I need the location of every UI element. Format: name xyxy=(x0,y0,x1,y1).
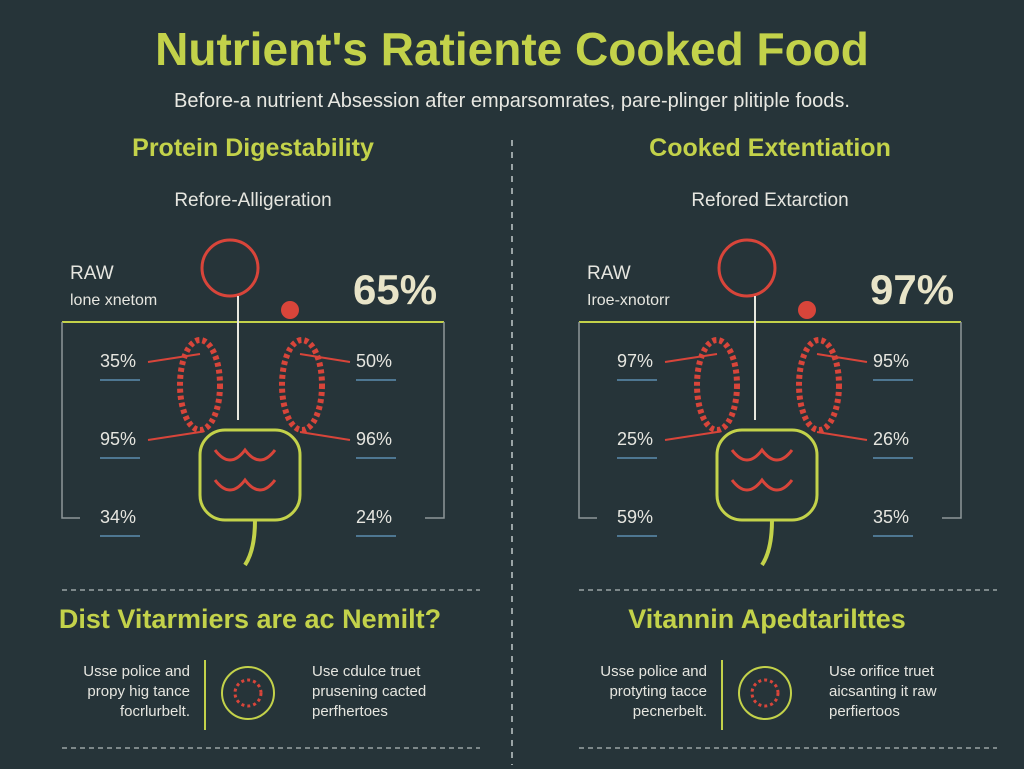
title: Nutrient's Ratiente Cooked Food xyxy=(155,23,869,75)
apple-icon xyxy=(281,301,299,319)
left-value: 97% xyxy=(617,351,654,371)
arrow xyxy=(664,431,718,441)
section-title: Dist Vitarmiers are ac Nemilt? xyxy=(58,604,442,634)
lung xyxy=(796,337,842,433)
note-icon xyxy=(738,666,792,720)
right-value: 24% xyxy=(356,507,393,527)
note-right: Use orifice truet aicsanting it raw perf… xyxy=(829,663,937,720)
note-left: Usse police and protyting tacce pecnerbe… xyxy=(600,663,707,720)
bracket xyxy=(61,322,445,519)
note-left: Usse police and propy hig tance focrlurb… xyxy=(83,663,190,720)
head-icon xyxy=(200,238,260,298)
head-icon xyxy=(717,238,777,298)
section-title: Vitannin Apedtarilttes xyxy=(628,604,906,634)
arrow xyxy=(816,353,868,363)
arrow xyxy=(664,353,718,363)
raw-label: RAW xyxy=(587,263,631,284)
panel-subheading: Refore-Alligeration xyxy=(174,190,332,211)
lung xyxy=(279,337,325,433)
panel-heading: Cooked Extentiation xyxy=(649,134,891,162)
intestine xyxy=(198,428,302,522)
note-icon xyxy=(221,666,275,720)
note-right: Use cdulce truet prusening cacted perfhe… xyxy=(312,663,427,720)
right-value: 95% xyxy=(873,351,910,371)
arrow xyxy=(147,431,201,441)
big-value: 97% xyxy=(870,266,955,313)
intestine-coil xyxy=(730,447,794,492)
big-value: 65% xyxy=(353,266,438,313)
arrow xyxy=(299,431,351,441)
arrow xyxy=(147,353,201,363)
left-value: 59% xyxy=(617,507,654,527)
bracket xyxy=(578,322,962,519)
raw-sublabel: Iroe-xnotorr xyxy=(587,292,670,309)
panel-subheading: Refored Extarction xyxy=(691,190,849,211)
apple-icon xyxy=(798,301,816,319)
rectum xyxy=(243,519,257,567)
panel-heading: Protein Digestability xyxy=(132,134,374,162)
right-value: 35% xyxy=(873,507,910,527)
right-value: 96% xyxy=(356,429,393,449)
rectum xyxy=(760,519,774,567)
left-value: 95% xyxy=(100,429,137,449)
note-icon-core xyxy=(233,678,263,708)
raw-sublabel: lone xnetom xyxy=(70,292,158,309)
raw-label: RAW xyxy=(70,263,114,284)
right-value: 26% xyxy=(873,429,910,449)
lung xyxy=(177,337,223,433)
subtitle: Before-a nutrient Absession after empars… xyxy=(174,90,850,112)
left-value: 25% xyxy=(617,429,654,449)
intestine xyxy=(715,428,819,522)
arrow xyxy=(816,431,868,441)
left-value: 34% xyxy=(100,507,137,527)
intestine-coil xyxy=(213,447,277,492)
arrow xyxy=(299,353,351,363)
right-value: 50% xyxy=(356,351,393,371)
left-value: 35% xyxy=(100,351,137,371)
lung xyxy=(694,337,740,433)
note-icon-core xyxy=(750,678,780,708)
